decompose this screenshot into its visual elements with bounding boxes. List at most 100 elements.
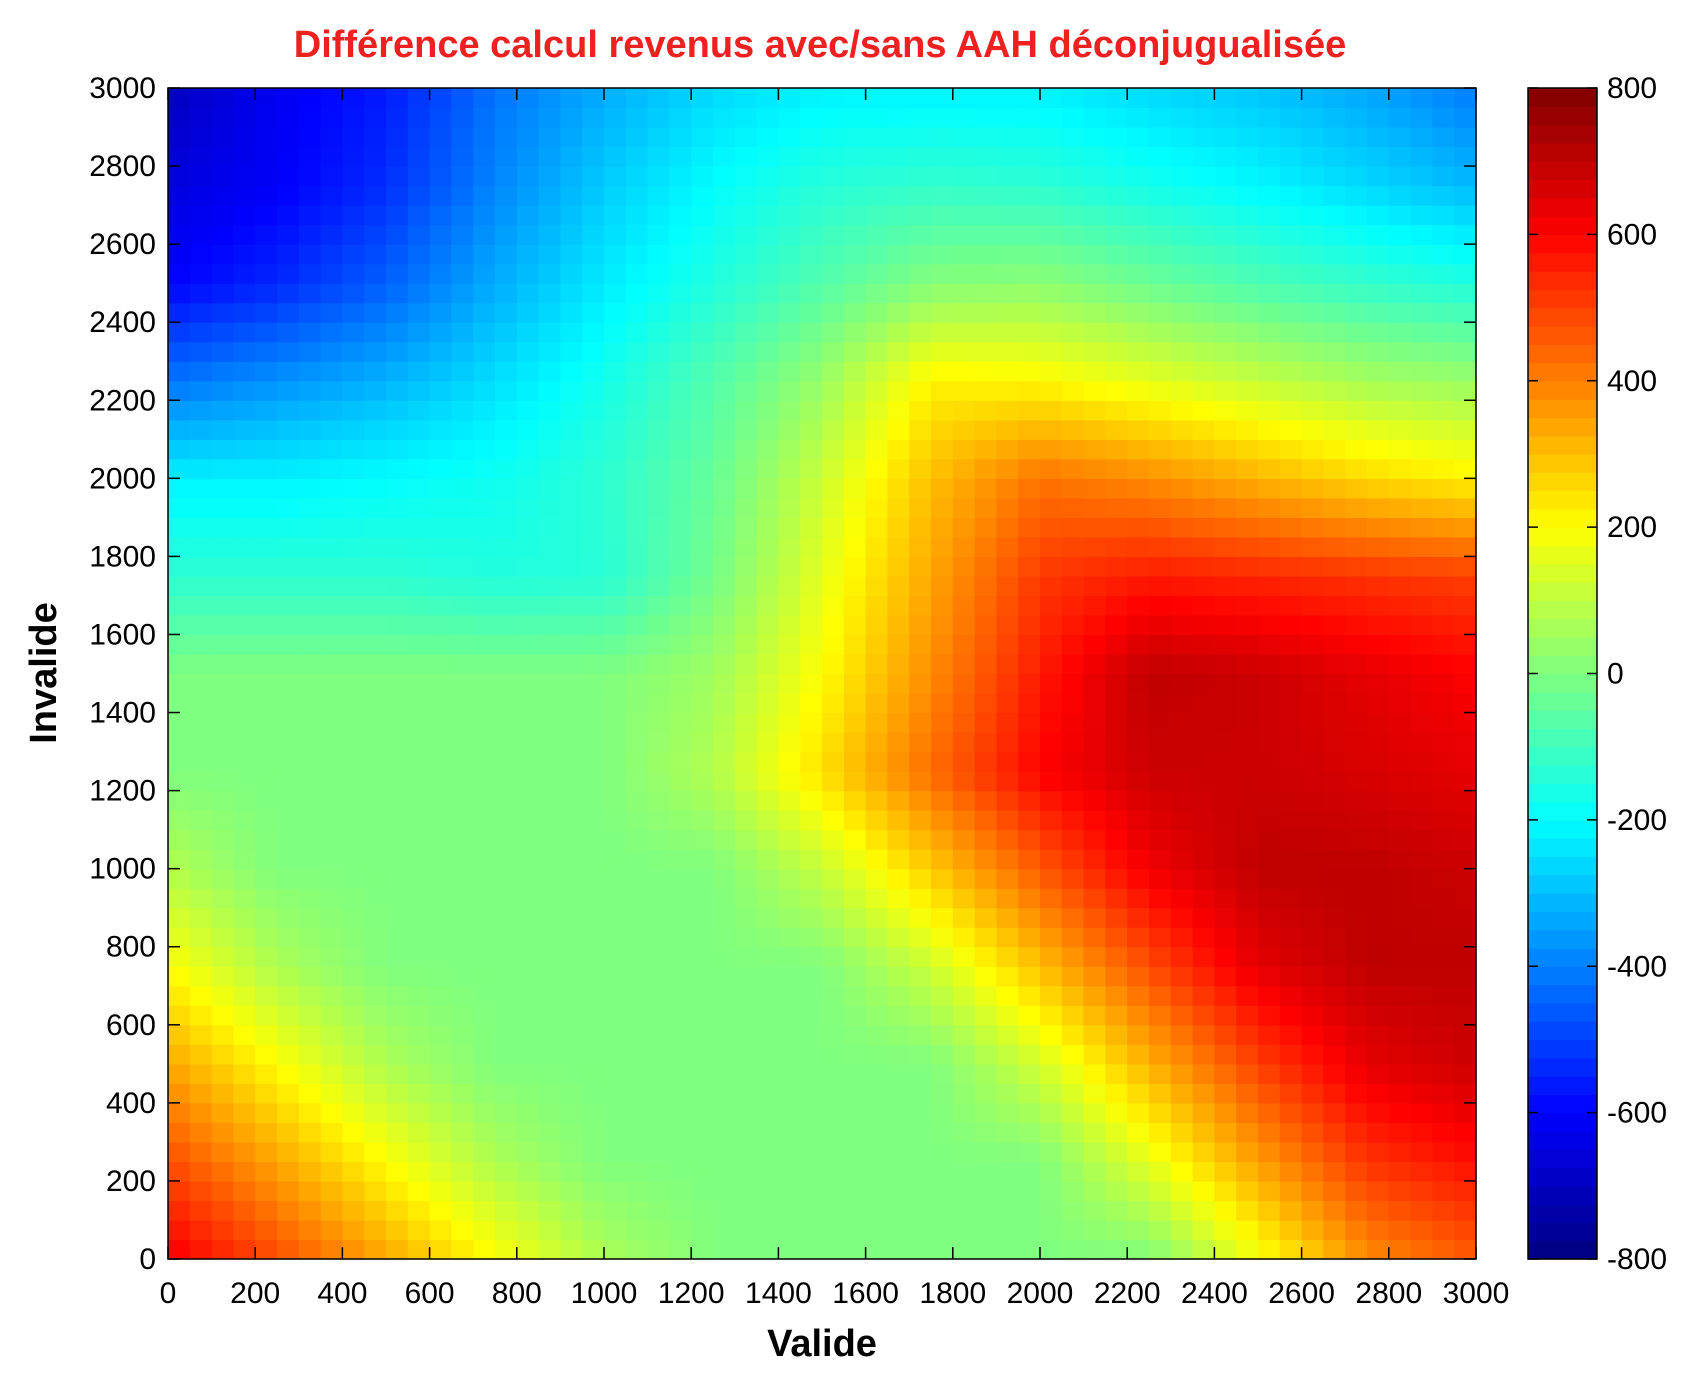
heatmap-cell xyxy=(189,107,213,128)
heatmap-cell xyxy=(843,595,867,616)
heatmap-cell xyxy=(625,244,649,265)
heatmap-cell xyxy=(931,849,954,870)
heatmap-cell xyxy=(189,751,213,772)
heatmap-cell xyxy=(538,322,561,343)
heatmap-cell xyxy=(1083,185,1106,206)
heatmap-cell xyxy=(407,595,431,616)
heatmap-cell xyxy=(407,341,431,362)
heatmap-cell xyxy=(320,614,343,636)
heatmap-cell xyxy=(1127,985,1150,1006)
heatmap-cell xyxy=(298,1200,322,1221)
heatmap-cell xyxy=(1388,810,1412,831)
heatmap-cell xyxy=(168,868,191,889)
heatmap-cell xyxy=(734,849,758,870)
heatmap-cell xyxy=(473,517,496,538)
heatmap-cell xyxy=(1061,556,1085,577)
heatmap-cell xyxy=(211,868,234,889)
heatmap-cell xyxy=(996,205,1019,226)
heatmap-cell xyxy=(1149,439,1172,460)
heatmap-cell xyxy=(604,1141,627,1163)
heatmap-cell xyxy=(560,751,583,772)
heatmap-cell xyxy=(1040,673,1063,694)
heatmap-cell xyxy=(909,107,932,128)
heatmap-cell xyxy=(364,556,387,577)
heatmap-cell xyxy=(1061,205,1085,226)
heatmap-cell xyxy=(1061,1102,1085,1123)
colorbar-swatch xyxy=(1528,179,1597,199)
heatmap-cell xyxy=(691,712,714,733)
heatmap-cell xyxy=(277,1102,300,1123)
heatmap-cell xyxy=(1301,1083,1324,1104)
heatmap-cell xyxy=(1279,1044,1303,1065)
heatmap-cell xyxy=(538,536,561,557)
heatmap-cell xyxy=(1258,1180,1281,1202)
heatmap-cell xyxy=(1149,1239,1172,1260)
heatmap-cell xyxy=(255,361,278,382)
heatmap-cell xyxy=(429,634,452,655)
heatmap-cell xyxy=(996,1024,1019,1045)
heatmap-cell xyxy=(996,966,1019,987)
heatmap-cell xyxy=(625,322,649,343)
heatmap-cell xyxy=(1214,732,1237,753)
heatmap-cell xyxy=(277,185,300,206)
heatmap-cell xyxy=(320,497,343,518)
heatmap-cell xyxy=(974,166,997,187)
colorbar-swatch xyxy=(1528,801,1597,821)
heatmap-cell xyxy=(1410,88,1433,109)
heatmap-cell xyxy=(298,985,322,1006)
heatmap-cell xyxy=(800,614,823,636)
colorbar-swatch xyxy=(1528,636,1597,656)
heatmap-cell xyxy=(952,771,976,792)
heatmap-cell xyxy=(1410,224,1433,245)
heatmap-cell xyxy=(625,946,649,967)
heatmap-cell xyxy=(1214,536,1237,557)
heatmap-cell xyxy=(386,185,409,206)
heatmap-cell xyxy=(1410,419,1433,440)
heatmap-cell xyxy=(625,868,649,889)
heatmap-cell xyxy=(560,985,583,1006)
heatmap-cell xyxy=(1170,244,1194,265)
heatmap-cell xyxy=(582,88,605,109)
heatmap-cell xyxy=(516,107,540,128)
heatmap-cell xyxy=(1323,400,1346,421)
heatmap-cell xyxy=(255,810,278,831)
colorbar-swatch xyxy=(1528,1002,1597,1022)
heatmap-cell xyxy=(952,751,976,772)
heatmap-cell xyxy=(386,205,409,226)
heatmap-cell xyxy=(778,888,801,909)
heatmap-cell xyxy=(386,439,409,460)
heatmap-cell xyxy=(1083,1239,1106,1260)
heatmap-cell xyxy=(756,634,779,655)
heatmap-cell xyxy=(189,1161,213,1182)
heatmap-cell xyxy=(909,673,932,694)
colorbar-swatch xyxy=(1528,655,1597,675)
heatmap-cell xyxy=(604,419,627,440)
heatmap-cell xyxy=(974,478,997,499)
heatmap-cell xyxy=(1388,517,1412,538)
heatmap-cell xyxy=(495,322,518,343)
heatmap-cell xyxy=(778,673,801,694)
heatmap-cell xyxy=(1061,166,1085,187)
heatmap-cell xyxy=(1214,1044,1237,1065)
heatmap-cell xyxy=(211,400,234,421)
heatmap-cell xyxy=(429,205,452,226)
heatmap-cell xyxy=(1258,771,1281,792)
heatmap-cell xyxy=(865,927,888,948)
heatmap-cell xyxy=(756,1005,779,1026)
heatmap-cell xyxy=(1105,478,1128,499)
heatmap-cell xyxy=(887,985,910,1006)
heatmap-cell xyxy=(1040,849,1063,870)
heatmap-cell xyxy=(582,166,605,187)
heatmap-cell xyxy=(168,244,191,265)
heatmap-cell xyxy=(1061,1180,1085,1202)
heatmap-cell xyxy=(669,302,692,323)
heatmap-cell xyxy=(495,927,518,948)
heatmap-cell xyxy=(582,693,605,714)
heatmap-cell xyxy=(1170,205,1194,226)
heatmap-cell xyxy=(952,244,976,265)
heatmap-cell xyxy=(233,400,256,421)
heatmap-cell xyxy=(691,595,714,616)
heatmap-cell xyxy=(800,693,823,714)
heatmap-cell xyxy=(1061,185,1085,206)
heatmap-cell xyxy=(1388,1239,1412,1260)
